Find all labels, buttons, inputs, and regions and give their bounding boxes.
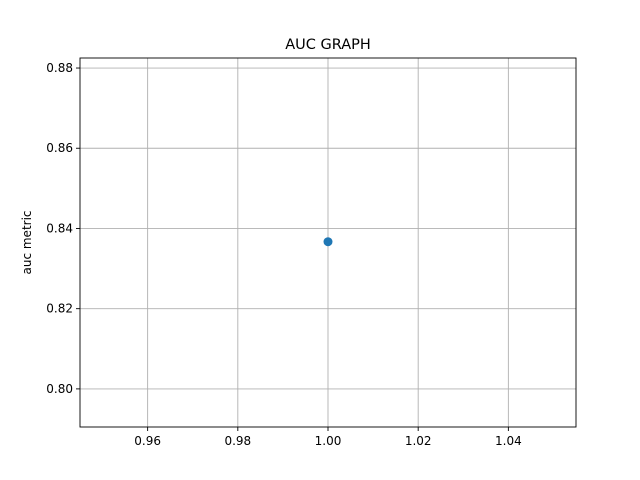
ticks-layer: 0.96 0.98 1.00 1.02 1.04 0.80 0.82 0.84 0.86 0.88 [46, 61, 521, 448]
x-tick-label: 1.04 [495, 434, 522, 448]
x-tick-label: 1.02 [405, 434, 432, 448]
x-tick-label: 1.00 [315, 434, 342, 448]
y-tick-label: 0.82 [46, 302, 73, 316]
points-layer [323, 237, 333, 247]
y-tick-label: 0.88 [46, 61, 73, 75]
y-tick-label: 0.86 [46, 141, 73, 155]
plot-frame [79, 57, 577, 428]
grid-layer [80, 58, 576, 427]
chart-title: AUC GRAPH [285, 37, 371, 53]
x-tick-label: 0.96 [134, 434, 161, 448]
y-tick-label: 0.80 [46, 382, 73, 396]
y-axis-label: auc metric [20, 210, 34, 274]
data-point [323, 237, 333, 247]
y-tick-label: 0.84 [46, 221, 73, 235]
x-tick-label: 0.98 [224, 434, 251, 448]
